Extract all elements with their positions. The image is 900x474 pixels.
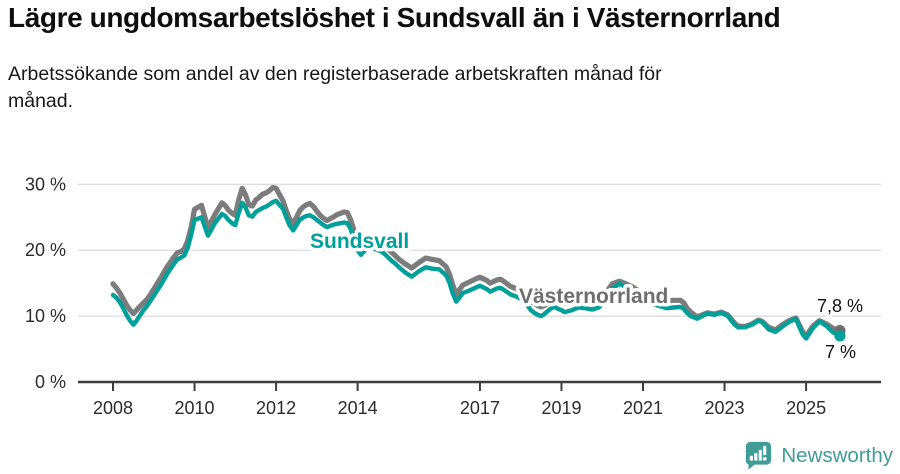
series-line-västernorrland (110, 185, 843, 339)
series-label-sundsvall: Sundsvall (310, 230, 409, 253)
series-line-sundsvall (110, 198, 843, 341)
y-tick-label: 20 % (25, 240, 66, 260)
end-value-label-sundsvall: 7 % (825, 342, 856, 362)
page-title: Lägre ungdomsarbetslöshet i Sundsvall än… (8, 2, 781, 33)
x-tick-label: 2023 (705, 398, 745, 418)
series-label-västernorrland: Västernorrland (519, 285, 668, 308)
x-tick-label: 2025 (786, 398, 826, 418)
x-tick-label: 2017 (460, 398, 500, 418)
x-tick-label: 2008 (93, 398, 133, 418)
chart-subtitle: Arbetssökande som andel av den registerb… (8, 63, 662, 112)
end-dot-sundsvall (834, 330, 846, 342)
end-value-label-västernorrland: 7,8 % (817, 296, 863, 316)
y-tick-label: 0 % (35, 372, 66, 392)
x-tick-label: 2021 (623, 398, 663, 418)
brand-wordmark: Newsworthy (781, 443, 893, 467)
x-tick-label: 2012 (256, 398, 296, 418)
y-tick-label: 10 % (25, 306, 66, 326)
x-tick-label: 2014 (338, 398, 378, 418)
y-tick-label: 30 % (25, 174, 66, 194)
brand-footer: Newsworthy (745, 441, 893, 470)
x-tick-label: 2010 (175, 398, 215, 418)
newsworthy-logo-icon (746, 441, 772, 470)
x-tick-label: 2019 (541, 398, 581, 418)
